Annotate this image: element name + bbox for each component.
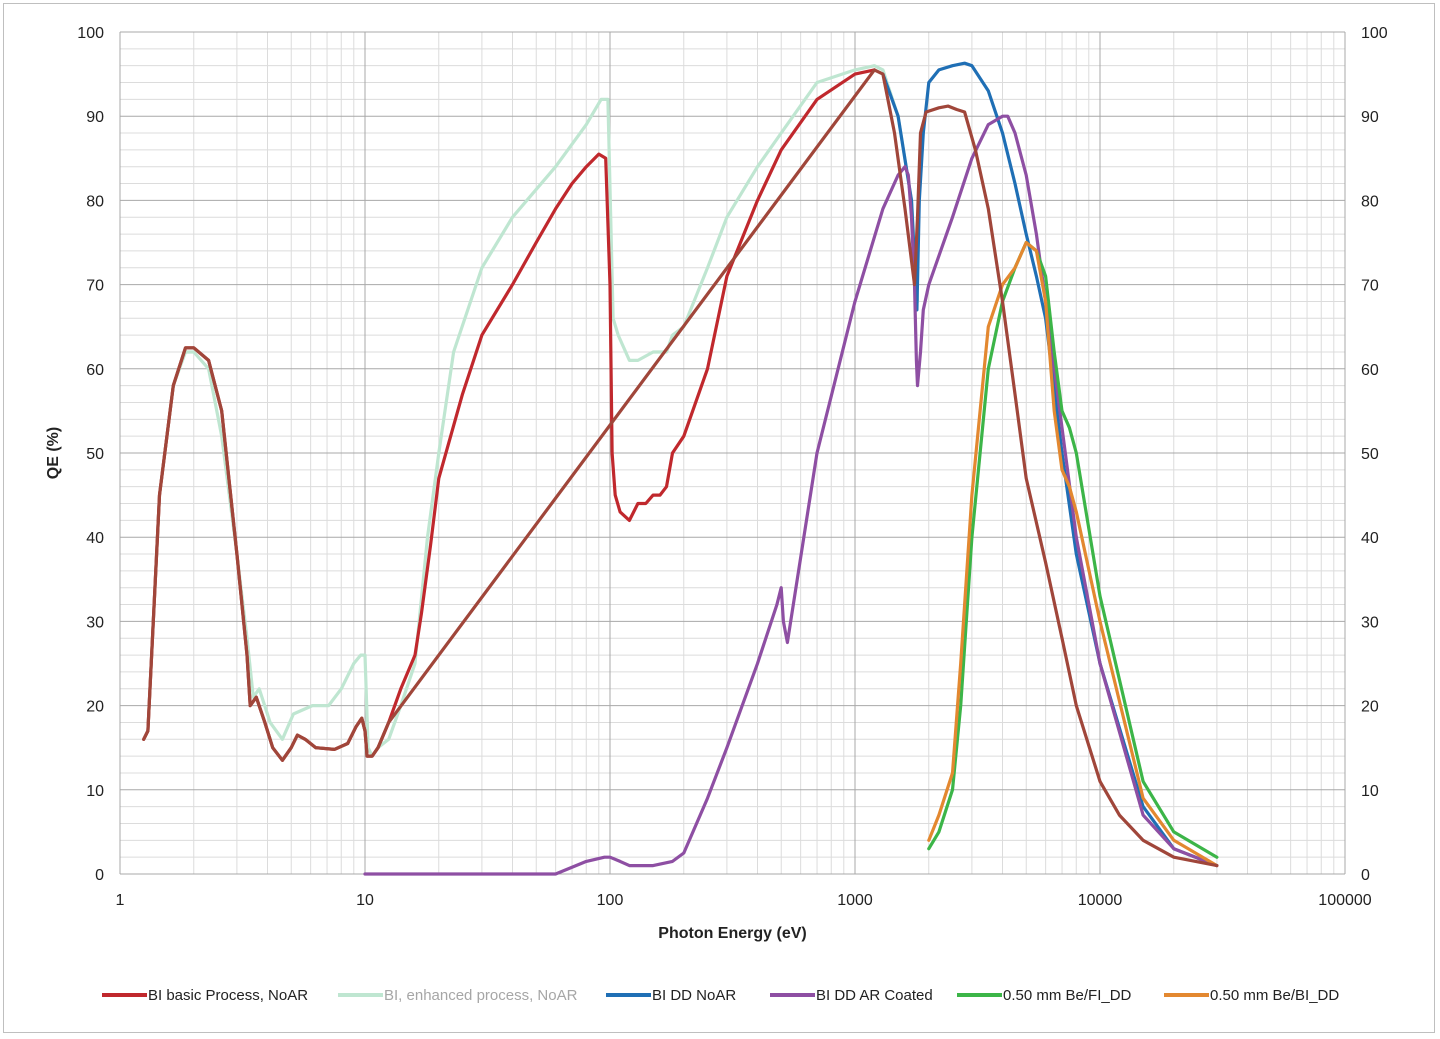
- y-tick-label-left: 30: [86, 614, 104, 631]
- y-tick-label-right: 50: [1361, 446, 1379, 463]
- y-tick-label-left: 90: [86, 109, 104, 126]
- y-tick-label-right: 20: [1361, 699, 1379, 716]
- y-tick-label-left: 10: [86, 783, 104, 800]
- y-tick-label-left: 70: [86, 278, 104, 295]
- legend-label: BI, enhanced process, NoAR: [384, 987, 578, 1004]
- series-lines: [142, 61, 1219, 876]
- y-tick-label-right: 80: [1361, 193, 1379, 210]
- y-tick-label-left: 100: [77, 25, 104, 42]
- legend-label: 0.50 mm Be/FI_DD: [1003, 987, 1132, 1004]
- grid: [119, 31, 1346, 875]
- y-tick-label-right: 100: [1361, 25, 1388, 42]
- y-tick-label-left: 80: [86, 193, 104, 210]
- y-tick-label-left: 40: [86, 530, 104, 547]
- y-tick-label-right: 70: [1361, 278, 1379, 295]
- chart-frame: [3, 3, 1435, 1033]
- y-tick-label-right: 10: [1361, 783, 1379, 800]
- series-line-7: [142, 68, 1219, 868]
- y-tick-label-right: 0: [1361, 867, 1370, 884]
- legend-label: BI basic Process, NoAR: [148, 987, 308, 1004]
- y-axis-title: QE (%): [45, 427, 62, 479]
- series-line-1: [142, 64, 920, 758]
- x-axis-title: Photon Energy (eV): [658, 925, 806, 942]
- legend-label: 0.50 mm Be/BI_DD: [1210, 987, 1339, 1004]
- series-line-2: [142, 68, 877, 762]
- y-tick-label-left: 0: [95, 867, 104, 884]
- y-tick-label-left: 50: [86, 446, 104, 463]
- x-tick-label: 1000: [837, 892, 873, 909]
- x-tick-label: 10: [356, 892, 374, 909]
- x-tick-label: 100000: [1318, 892, 1371, 909]
- legend-label: BI DD NoAR: [652, 987, 736, 1004]
- y-tick-label-right: 60: [1361, 362, 1379, 379]
- series-line-6: [927, 240, 1219, 868]
- axes: Photon Energy (eV) QE (%) 0 0 10 10 20 20 30 30…: [45, 25, 1388, 942]
- legend-label: BI DD AR Coated: [816, 987, 933, 1004]
- y-tick-label-right: 40: [1361, 530, 1379, 547]
- y-tick-label-left: 60: [86, 362, 104, 379]
- series-line-3: [881, 61, 1219, 868]
- legend: BI basic Process, NoAR BI, enhanced proce…: [102, 987, 1339, 1004]
- x-tick-label: 1: [116, 892, 125, 909]
- series-line-4: [363, 114, 1219, 876]
- x-tick-label: 100: [597, 892, 624, 909]
- y-tick-label-right: 30: [1361, 614, 1379, 631]
- y-tick-label-right: 90: [1361, 109, 1379, 126]
- x-tick-label: 10000: [1078, 892, 1123, 909]
- y-tick-label-left: 20: [86, 699, 104, 716]
